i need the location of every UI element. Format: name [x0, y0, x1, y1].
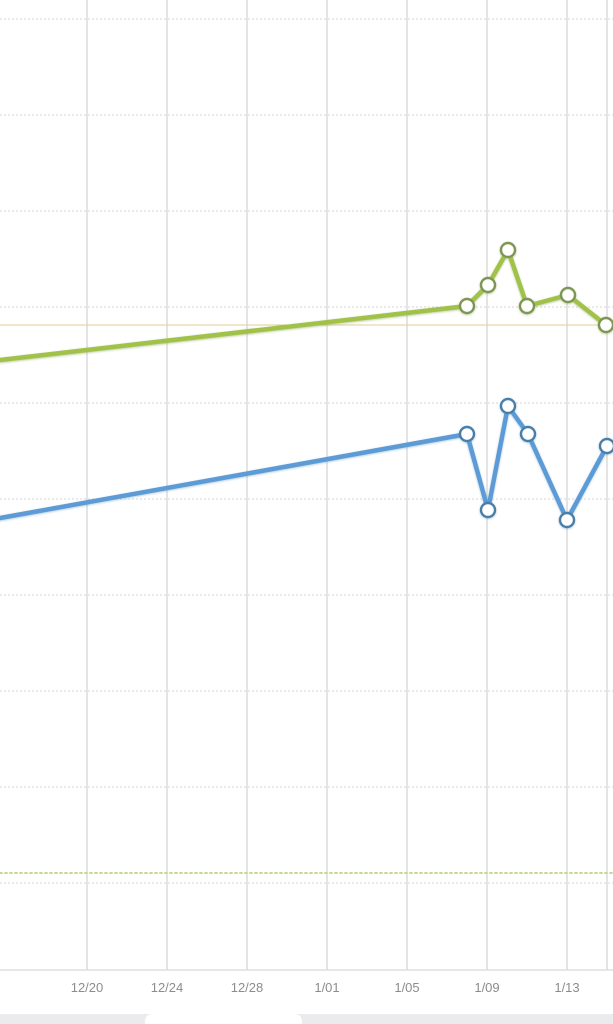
svg-text:1/13: 1/13: [554, 980, 579, 995]
svg-text:12/20: 12/20: [71, 980, 104, 995]
svg-text:1/05: 1/05: [394, 980, 419, 995]
svg-text:12/28: 12/28: [231, 980, 264, 995]
svg-text:1/01: 1/01: [314, 980, 339, 995]
svg-text:12/24: 12/24: [151, 980, 184, 995]
svg-text:1/09: 1/09: [474, 980, 499, 995]
